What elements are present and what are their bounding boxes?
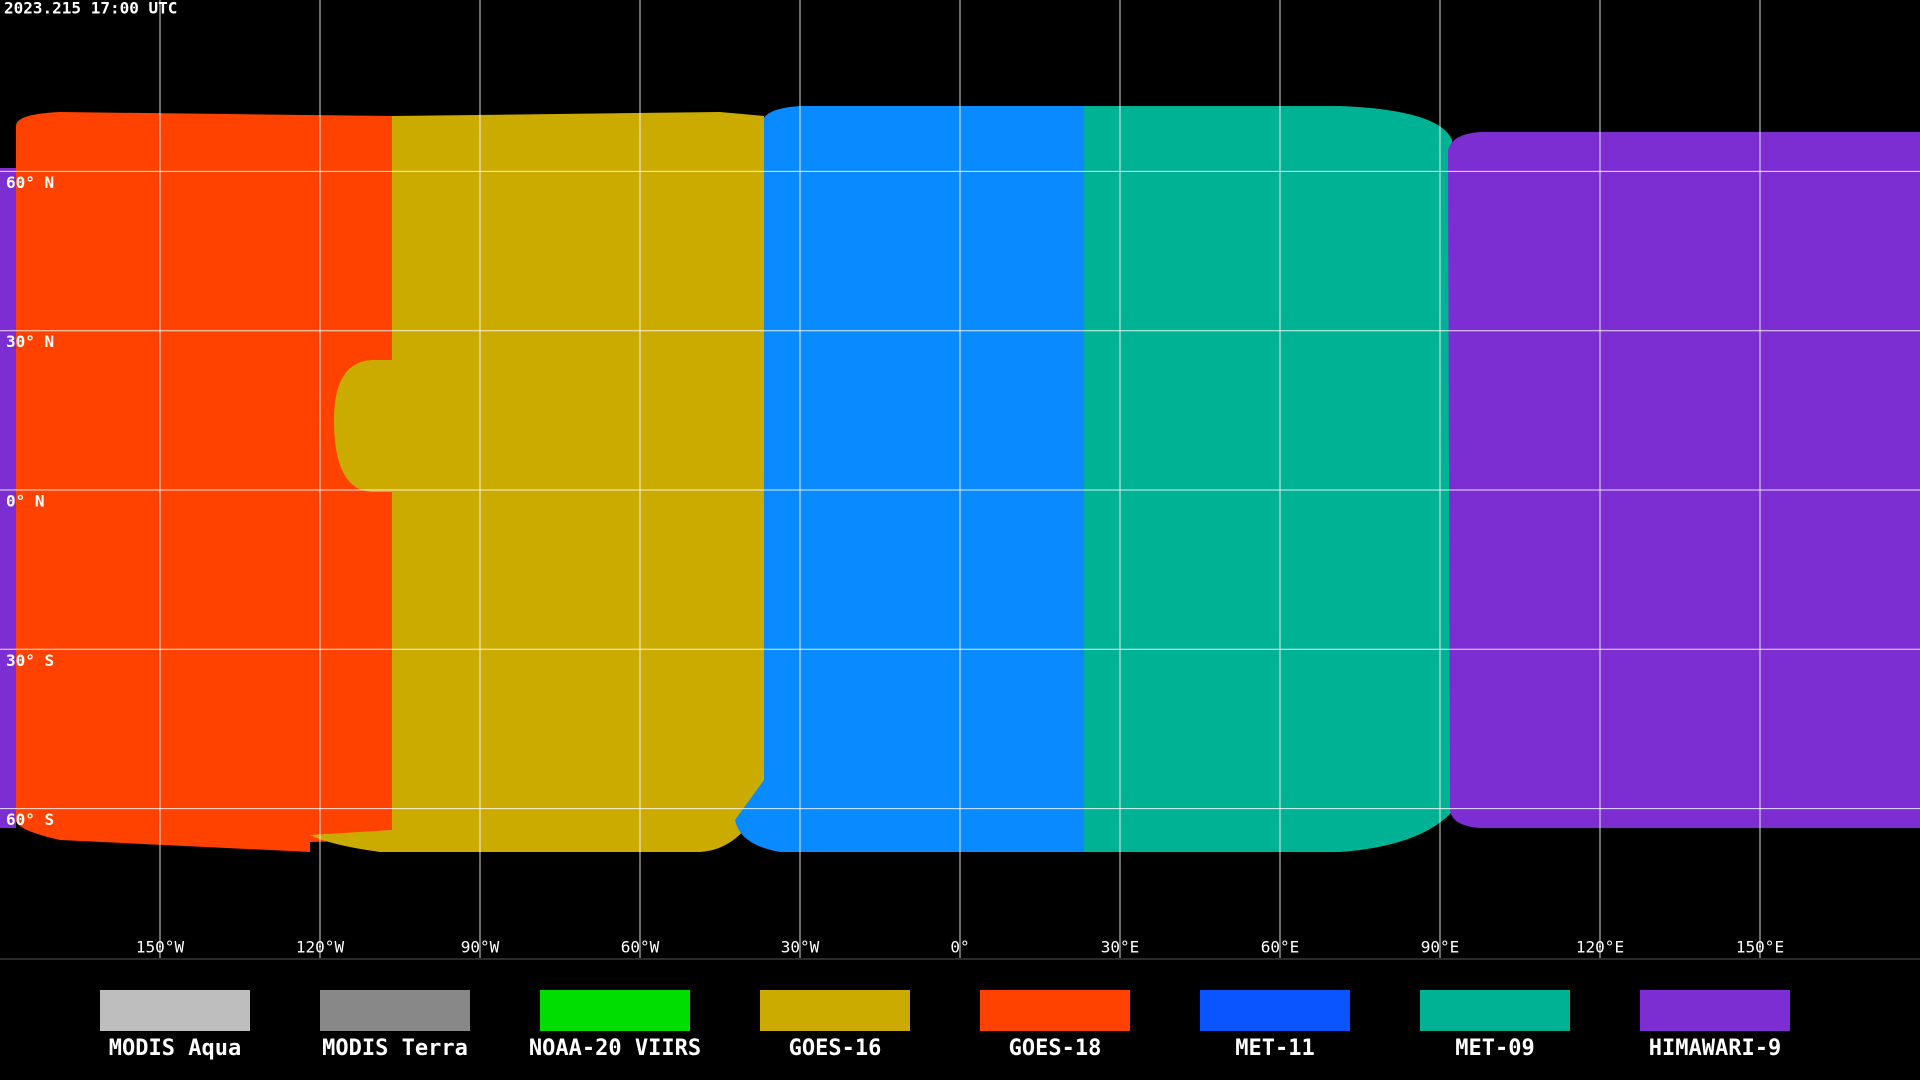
- timestamp: 2023.215 17:00 UTC: [4, 0, 177, 18]
- longitude-label: 150°W: [136, 938, 185, 957]
- legend-swatch: [1420, 990, 1570, 1031]
- graticule: 150°W 120°W 90°W 60°W 30°W 0° 30°E 60°E 90°E 120°…: [0, 0, 1920, 958]
- longitude-label: 60°W: [621, 938, 660, 957]
- legend-label: GOES-16: [789, 1036, 882, 1061]
- coverage-regions: [0, 106, 1920, 852]
- longitude-label: 120°W: [296, 938, 345, 957]
- met-11-region: [735, 106, 1084, 852]
- longitude-label: 150°E: [1736, 938, 1784, 957]
- himawari-strip: [0, 168, 16, 828]
- legend-swatch: [100, 990, 250, 1031]
- legend-label: HIMAWARI-9: [1649, 1036, 1781, 1061]
- goes-16-region: [310, 112, 818, 852]
- longitude-label: 60°E: [1261, 938, 1300, 957]
- met-09-region: [1084, 106, 1452, 852]
- legend-label: MET-11: [1235, 1036, 1314, 1061]
- longitude-label: 0°: [950, 938, 969, 957]
- legend-label: MET-09: [1455, 1036, 1534, 1061]
- legend-label: MODIS Terra: [322, 1036, 468, 1061]
- longitude-label: 120°E: [1576, 938, 1624, 957]
- longitude-label: 90°W: [461, 938, 500, 957]
- legend-label: MODIS Aqua: [109, 1036, 241, 1061]
- himawari-9-region: [1448, 132, 1920, 828]
- longitude-label: 90°E: [1421, 938, 1460, 957]
- longitude-label: 30°W: [781, 938, 820, 957]
- legend-swatch: [540, 990, 690, 1031]
- legend-swatch: [980, 990, 1130, 1031]
- latitude-label: 60° S: [6, 810, 54, 829]
- legend-label: GOES-18: [1009, 1036, 1102, 1061]
- legend-swatch: [320, 990, 470, 1031]
- goes-18-region: [16, 112, 392, 852]
- legend-swatch: [1640, 990, 1790, 1031]
- latitude-label: 0° N: [6, 492, 45, 511]
- longitude-label: 30°E: [1101, 938, 1140, 957]
- legend-swatch: [760, 990, 910, 1031]
- latitude-label: 30° N: [6, 332, 54, 351]
- legend-swatch: [1200, 990, 1350, 1031]
- legend: MODIS Aqua MODIS Terra NOAA-20 VIIRS GOES-1…: [100, 990, 1790, 1061]
- legend-label: NOAA-20 VIIRS: [529, 1036, 701, 1061]
- latitude-label: 60° N: [6, 173, 54, 192]
- latitude-label: 30° S: [6, 651, 54, 670]
